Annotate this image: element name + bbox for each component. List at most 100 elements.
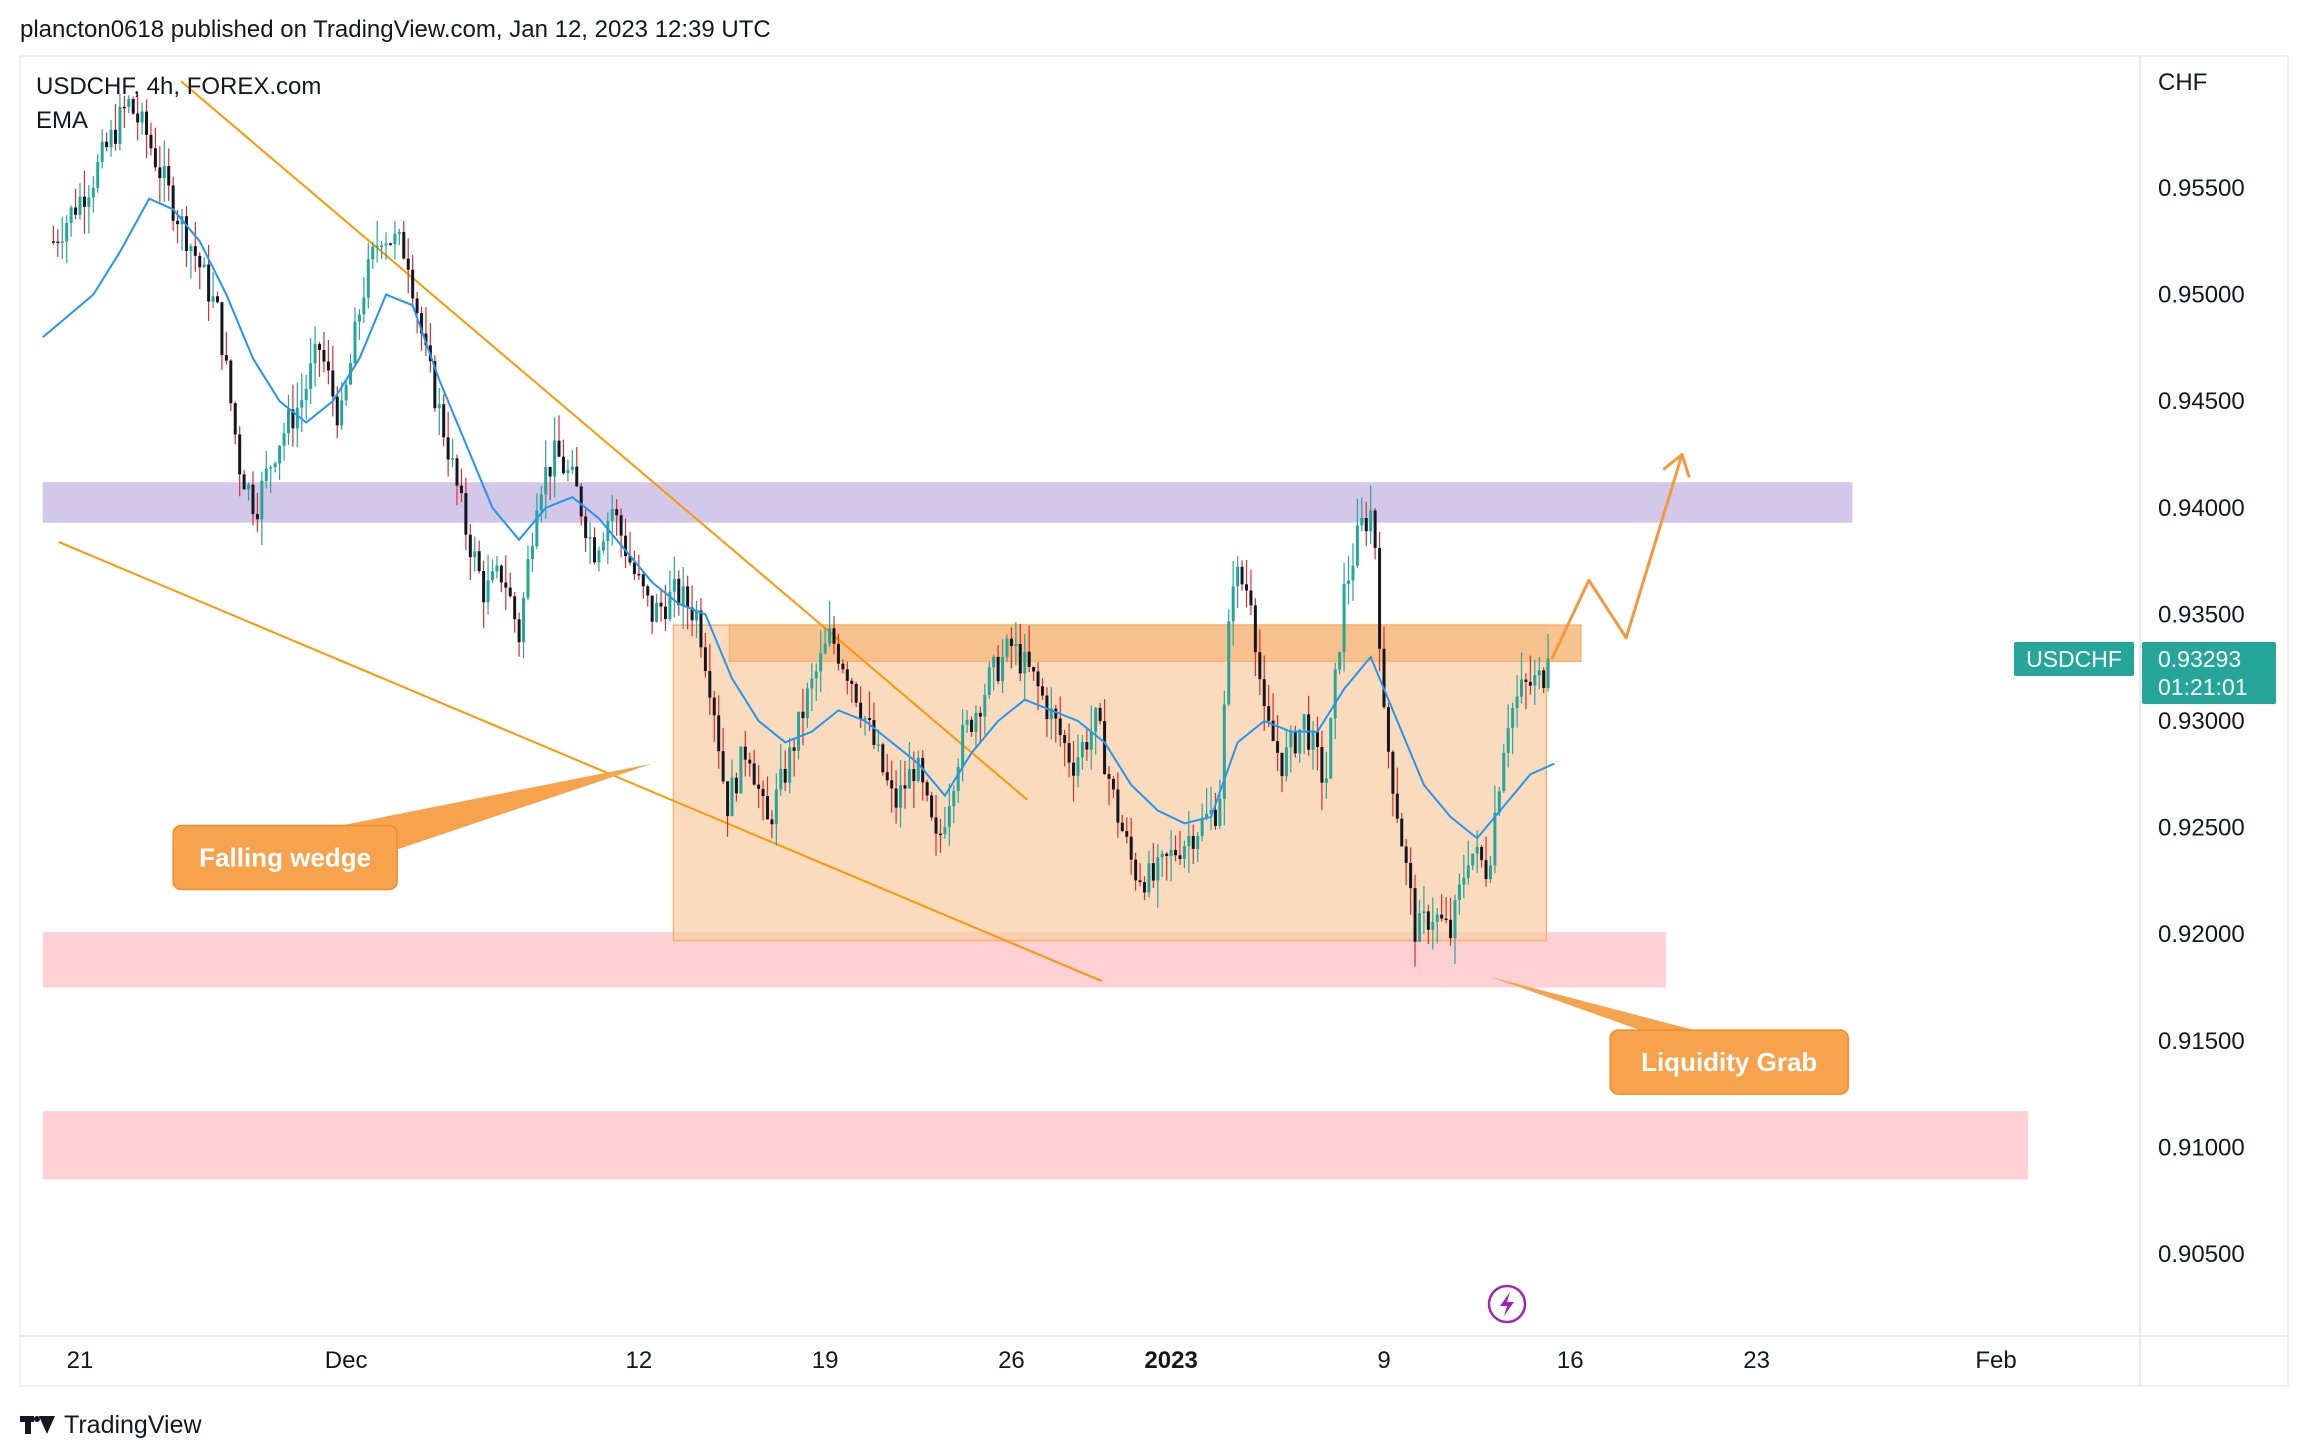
candle	[1355, 525, 1359, 566]
candle	[1165, 853, 1169, 857]
candle	[127, 99, 131, 107]
candle	[992, 656, 996, 668]
candle	[899, 785, 903, 808]
candle	[699, 610, 703, 648]
candle	[193, 246, 197, 256]
candle	[442, 404, 446, 438]
bar-countdown: 01:21:01	[2158, 674, 2248, 700]
candle	[850, 680, 854, 684]
candle	[286, 409, 290, 434]
candle	[1018, 644, 1022, 674]
candle	[247, 484, 251, 490]
candle	[1098, 707, 1102, 722]
candle	[867, 717, 871, 721]
candle	[965, 719, 969, 725]
candle	[189, 246, 193, 252]
candle	[109, 129, 113, 148]
candle	[78, 196, 82, 215]
candle	[468, 534, 472, 558]
candle	[961, 724, 965, 768]
projection-path[interactable]	[1550, 454, 1684, 660]
candle	[1289, 731, 1293, 748]
candle	[291, 409, 295, 429]
lightning-icon[interactable]	[1487, 1284, 1527, 1324]
candle	[397, 231, 401, 234]
candle	[526, 559, 530, 598]
candle	[1311, 731, 1315, 750]
publish-line: plancton0618 published on TradingView.co…	[20, 16, 771, 43]
candle	[91, 187, 95, 198]
candle	[1196, 836, 1200, 849]
candle	[570, 466, 574, 470]
candle	[1156, 857, 1160, 881]
price-tick-label: 0.90500	[2158, 1241, 2245, 1268]
liquidity-grab-label[interactable]: Liquidity Grab	[1490, 976, 1849, 1095]
candle	[1533, 675, 1537, 686]
candle	[490, 571, 494, 581]
candle	[783, 768, 787, 783]
candle	[584, 516, 588, 539]
time-tick-label: 2023	[1144, 1347, 1197, 1374]
candle	[176, 220, 180, 225]
candle	[344, 384, 348, 401]
ema-line	[42, 197, 1555, 840]
candle	[145, 111, 149, 135]
price-chart[interactable]: Falling wedge Liquidity Grab USDCHF, 4h, …	[0, 0, 2304, 1400]
candle	[1027, 651, 1031, 667]
candle	[1236, 566, 1240, 587]
candle	[912, 769, 916, 781]
candle	[548, 466, 552, 477]
time-axis[interactable]: 21 Dec 12 19 26 2023 9 16 23 Feb	[67, 1347, 2017, 1374]
candle	[1497, 791, 1501, 813]
candle	[158, 167, 162, 179]
zones-layer	[42, 482, 2029, 1180]
lower-support-zone[interactable]	[42, 1111, 2029, 1180]
candle	[1120, 822, 1124, 832]
candle	[1395, 793, 1399, 819]
candle	[335, 396, 339, 426]
range-box[interactable]	[672, 624, 1548, 942]
candle	[819, 653, 823, 672]
candle	[903, 785, 907, 789]
candle	[987, 667, 991, 695]
candle	[1103, 721, 1107, 775]
candle	[1107, 774, 1111, 779]
price-tick-label: 0.94500	[2158, 388, 2245, 415]
candle	[1191, 836, 1195, 849]
price-tick-label: 0.92000	[2158, 921, 2245, 948]
candle	[238, 434, 242, 475]
candle	[1200, 817, 1204, 837]
candle	[366, 259, 370, 298]
tradingview-logo-icon	[20, 1414, 56, 1436]
candle	[734, 777, 738, 794]
candle	[1089, 731, 1093, 750]
falling-wedge-label[interactable]: Falling wedge	[172, 763, 653, 891]
candle	[446, 437, 450, 460]
candle	[131, 99, 135, 114]
candle	[1293, 731, 1297, 754]
candle	[260, 480, 264, 520]
candle	[513, 596, 517, 620]
time-tick-label: Feb	[1975, 1347, 2016, 1374]
wedge-upper-line[interactable]	[180, 80, 1029, 801]
projection-arrowhead	[1662, 453, 1691, 478]
candle	[774, 789, 778, 825]
candle	[970, 719, 974, 732]
candle	[1134, 859, 1138, 881]
resistance-zone[interactable]	[42, 482, 1853, 523]
wedge-lower-line[interactable]	[58, 540, 1103, 983]
breakout-level-zone[interactable]	[728, 624, 1582, 663]
candle	[872, 720, 876, 745]
candle	[1484, 860, 1488, 880]
candle	[451, 458, 455, 460]
candle	[1258, 652, 1262, 680]
candle	[863, 717, 867, 720]
price-axis[interactable]: 0.95500 0.95000 0.94500 0.94000 0.93500 0.930…	[2158, 175, 2245, 1268]
candle	[464, 493, 468, 535]
candle	[690, 607, 694, 621]
candle	[1329, 718, 1333, 779]
candle	[1386, 707, 1390, 752]
price-tick-label: 0.95000	[2158, 282, 2245, 309]
candle	[983, 694, 987, 717]
currency-label: CHF	[2158, 69, 2207, 96]
